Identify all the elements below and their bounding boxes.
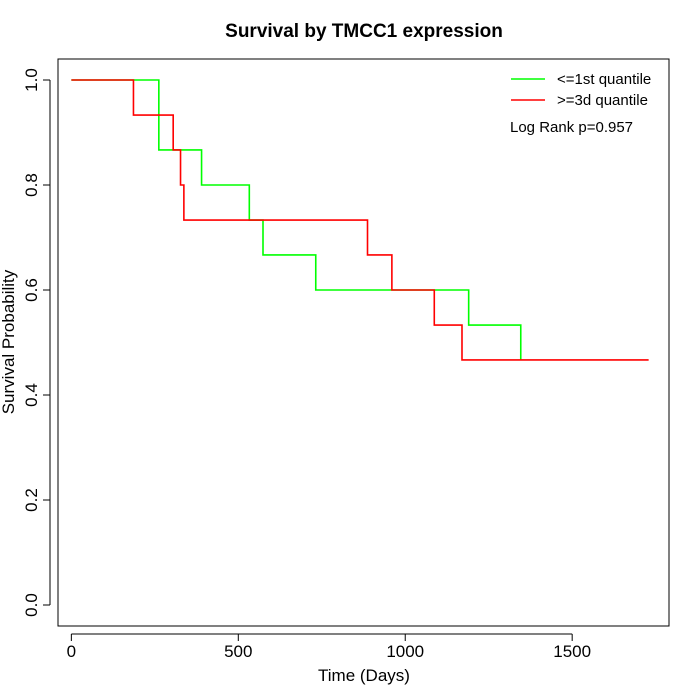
y-axis: 0.0 0.2 0.4 0.6 0.8 1.0 — [22, 68, 51, 617]
x-tick-label: 1000 — [386, 642, 424, 661]
y-tick-label: 1.0 — [22, 68, 41, 92]
x-tick-label: 1500 — [553, 642, 591, 661]
legend-label-series-1: <=1st quantile — [557, 71, 651, 88]
y-tick-label: 0.6 — [22, 278, 41, 302]
x-tick-label: 500 — [224, 642, 252, 661]
chart-title: Survival by TMCC1 expression — [225, 21, 503, 42]
y-tick-label: 0.4 — [22, 383, 41, 407]
y-tick-label: 0.8 — [22, 173, 41, 197]
x-tick-label: 0 — [67, 642, 76, 661]
series-layer — [71, 79, 649, 361]
x-axis-label: Time (Days) — [318, 666, 410, 685]
log-rank-annotation: Log Rank p=0.957 — [510, 119, 633, 136]
y-tick-label: 0.0 — [22, 593, 41, 617]
survival-curve-series-2 — [71, 79, 649, 361]
y-axis-label: Survival Probability — [0, 269, 18, 414]
legend: <=1st quantile >=3d quantile — [511, 71, 651, 109]
legend-label-series-2: >=3d quantile — [557, 92, 648, 109]
plot-frame — [57, 58, 670, 627]
x-axis: 0 500 1000 1500 — [67, 633, 591, 661]
y-tick-label: 0.2 — [22, 488, 41, 512]
